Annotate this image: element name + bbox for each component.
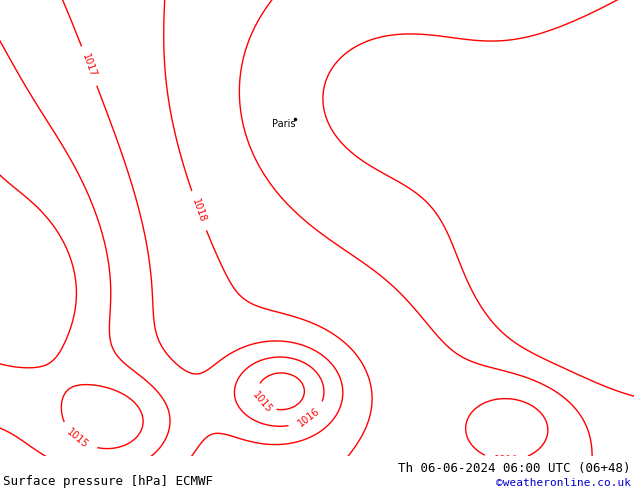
Text: 1017: 1017 [81,53,98,79]
Text: Surface pressure [hPa] ECMWF: Surface pressure [hPa] ECMWF [3,474,213,488]
Text: Th 06-06-2024 06:00 UTC (06+48): Th 06-06-2024 06:00 UTC (06+48) [398,462,631,475]
Text: 1015: 1015 [251,390,275,416]
Text: 1016: 1016 [296,406,321,429]
Text: 1018: 1018 [494,455,519,466]
Text: 1018: 1018 [190,197,207,224]
Text: 1015: 1015 [65,427,90,450]
Text: ©weatheronline.co.uk: ©weatheronline.co.uk [496,478,631,488]
Text: Paris: Paris [272,119,295,129]
